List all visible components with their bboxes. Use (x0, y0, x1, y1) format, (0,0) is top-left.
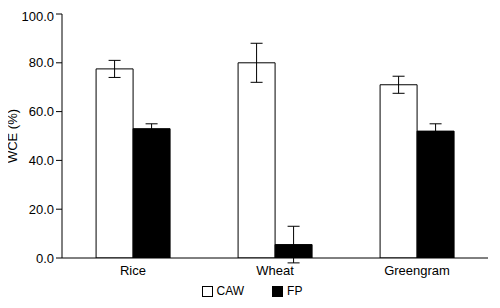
svg-text:40.0: 40.0 (29, 153, 54, 168)
svg-text:WCE (%): WCE (%) (8, 109, 20, 163)
svg-text:60.0: 60.0 (29, 104, 54, 119)
html-text:FP: FP (287, 284, 303, 298)
svg-text:20.0: 20.0 (29, 202, 54, 217)
svg-text:0.0: 0.0 (36, 251, 54, 266)
svg-text:80.0: 80.0 (29, 55, 54, 70)
svg-text:Rice: Rice (120, 263, 146, 278)
svg-text:Wheat: Wheat (256, 263, 294, 278)
html-text:CAW: CAW (216, 284, 245, 298)
svg-text:100.0: 100.0 (21, 9, 54, 24)
svg-text:Greengram: Greengram (384, 263, 450, 278)
